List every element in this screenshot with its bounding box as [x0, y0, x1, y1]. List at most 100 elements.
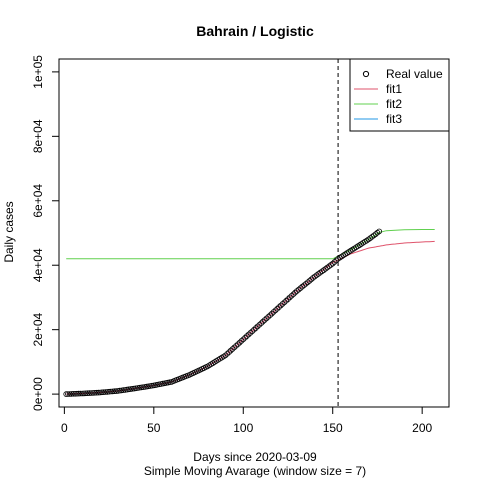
real-value-point: [102, 389, 109, 395]
legend-label: fit2: [386, 97, 402, 111]
real-value-point: [83, 390, 89, 397]
x-tick-label: 100: [233, 421, 253, 435]
real-value-point: [93, 389, 100, 396]
real-value-point: [270, 309, 277, 315]
real-value-point: [272, 307, 279, 314]
real-value-point: [97, 389, 103, 396]
real-value-point: [79, 390, 86, 397]
x-axis-ticks: 0 50 100 150 200: [61, 406, 432, 435]
real-value-point: [256, 321, 263, 328]
real-value-point: [92, 389, 98, 396]
legend-point-symbol: [362, 70, 370, 78]
real-value-point: [245, 331, 252, 338]
real-value-point: [295, 286, 302, 293]
real-value-point: [233, 342, 239, 349]
real-value-point: [329, 260, 336, 267]
real-value-point: [126, 386, 132, 393]
real-value-point: [138, 384, 145, 391]
real-value-point: [88, 390, 94, 396]
real-value-point: [292, 289, 298, 296]
legend-label: Real value: [386, 67, 443, 81]
real-value-point: [100, 389, 107, 396]
real-value-point: [308, 276, 315, 283]
real-value-point: [281, 299, 288, 306]
x-tick-label: 50: [147, 421, 161, 435]
real-value-point: [240, 336, 247, 343]
fit1-line: [66, 240, 435, 395]
y-tick-label: 1e+05: [31, 55, 45, 89]
real-value-point: [90, 390, 96, 396]
real-value-point: [224, 350, 231, 357]
real-value-point: [222, 352, 229, 359]
real-value-point: [77, 390, 84, 397]
real-value-point: [106, 388, 112, 395]
real-value-point: [74, 390, 80, 397]
real-value-point: [277, 302, 284, 309]
real-value-point: [286, 294, 293, 301]
x-axis-label: Days since 2020-03-09: [193, 450, 317, 464]
real-value-point: [269, 310, 275, 317]
chart-title: Bahrain / Logistic: [196, 23, 314, 39]
real-value-point: [288, 292, 295, 299]
y-axis-ticks: 0e+00 2e+04 4e+04 6e+04 8e+04 1e+05: [31, 55, 60, 411]
real-value-point: [331, 259, 338, 265]
plot-content: [63, 59, 435, 407]
real-value-point: [267, 312, 273, 319]
real-value-point: [322, 265, 329, 272]
real-value-point: [65, 391, 71, 397]
real-value-point: [247, 330, 254, 336]
real-value-point: [236, 339, 243, 346]
real-value-point: [376, 228, 383, 235]
real-value-point: [283, 297, 290, 304]
real-value-point: [261, 317, 268, 323]
y-axis-label: Daily cases: [2, 201, 16, 262]
real-value-point: [290, 291, 297, 298]
real-value-point: [297, 285, 304, 291]
real-value-point: [258, 320, 265, 327]
real-value-point: [310, 275, 316, 281]
real-value-point: [227, 347, 234, 354]
real-value-point: [229, 346, 236, 352]
real-value-point: [244, 333, 250, 339]
real-value-point: [108, 388, 114, 395]
real-value-point: [68, 391, 75, 397]
real-value-point: [263, 315, 270, 322]
real-value-point: [120, 387, 127, 393]
real-value-point: [369, 234, 375, 240]
real-value-point: [66, 391, 73, 397]
real-value-point: [285, 296, 291, 302]
real-value-point: [113, 388, 119, 394]
real-value-point: [117, 387, 123, 394]
real-value-point: [104, 389, 111, 395]
real-value-point: [226, 349, 232, 356]
y-tick-label: 8e+04: [31, 119, 45, 153]
real-value-point: [254, 323, 261, 330]
plot-frame: [58, 58, 450, 408]
real-value-point: [265, 313, 272, 320]
real-value-points: [63, 228, 383, 397]
real-value-point: [63, 391, 69, 397]
real-value-point: [95, 389, 102, 396]
legend-label: fit1: [386, 82, 402, 96]
real-value-point: [242, 334, 248, 341]
x-tick-label: 200: [412, 421, 432, 435]
real-value-point: [75, 390, 82, 397]
real-value-point: [301, 282, 307, 289]
real-value-point: [333, 257, 340, 264]
y-tick-label: 6e+04: [31, 184, 45, 218]
real-value-point: [279, 301, 286, 307]
real-value-point: [251, 326, 257, 333]
real-value-point: [72, 390, 78, 397]
real-value-point: [294, 288, 300, 294]
real-value-point: [84, 390, 91, 397]
real-value-point: [231, 344, 238, 351]
real-value-point: [304, 279, 311, 286]
chart-subtitle: Simple Moving Avarage (window size = 7): [144, 464, 366, 478]
real-value-point: [129, 385, 136, 392]
y-tick-label: 4e+04: [31, 248, 45, 282]
real-value-point: [238, 338, 245, 344]
real-value-point: [260, 318, 266, 325]
x-tick-label: 150: [323, 421, 343, 435]
